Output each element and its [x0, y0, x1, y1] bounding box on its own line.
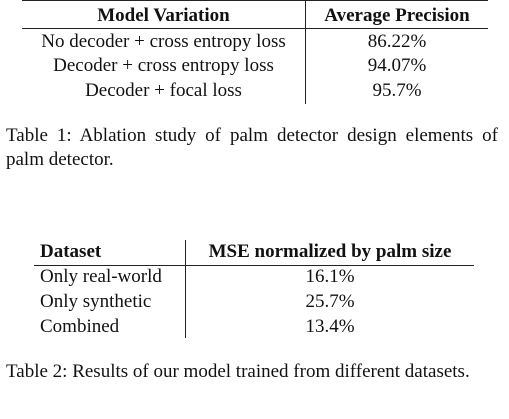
column-header-model-variation: Model Variation: [97, 5, 230, 26]
table-1-caption: Table 1: Ablation study of palm detector…: [6, 125, 498, 170]
table-cell: Only synthetic: [40, 291, 152, 312]
column-header-mse: MSE normalized by palm size: [208, 241, 452, 262]
ablation-table: Model Variation Average Precision No dec…: [0, 0, 509, 110]
table-header-rule: [22, 28, 488, 29]
table-cell: 25.7%: [305, 291, 355, 312]
table-2-caption: Table 2: Results of our model trained fr…: [6, 361, 470, 382]
table-cell: 16.1%: [305, 266, 355, 287]
table-cell: No decoder + cross entropy loss: [41, 31, 286, 52]
table-cell: Decoder + cross entropy loss: [53, 55, 274, 76]
table-column-divider: [305, 0, 306, 104]
table-cell: 86.22%: [367, 31, 427, 52]
table-cell: Decoder + focal loss: [85, 80, 242, 101]
table-cell: Combined: [40, 316, 120, 337]
table-cell: 95.7%: [372, 80, 422, 101]
table-header-rule: [34, 265, 474, 266]
table-cell: Only real-world: [40, 266, 162, 287]
dataset-results-table: Dataset MSE normalized by palm size Only…: [0, 236, 509, 346]
column-header-average-precision: Average Precision: [324, 5, 470, 26]
table-cell: 94.07%: [367, 55, 427, 76]
table-column-divider: [185, 240, 186, 338]
table-top-rule: [22, 0, 488, 1]
column-header-dataset: Dataset: [40, 241, 102, 262]
table-cell: 13.4%: [305, 316, 355, 337]
